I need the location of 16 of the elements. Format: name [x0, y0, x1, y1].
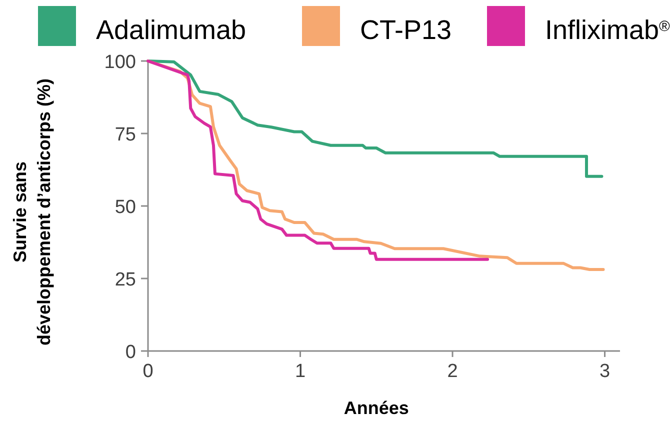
y-tick-label: 50: [114, 197, 136, 218]
x-tick-label: 0: [142, 361, 154, 382]
line-series: [146, 60, 490, 261]
legend-label: Infliximab$^{®}$: [545, 15, 670, 45]
y-tick-label: 75: [114, 124, 136, 146]
x-tick-label: 3: [599, 361, 610, 382]
y-axis-title: Survie sans développement d’anticorps (%): [10, 78, 54, 346]
y-tick-label: 25: [114, 270, 136, 290]
x-tick-label: 2: [447, 361, 458, 382]
y-tick-label: 100: [104, 52, 136, 73]
x-axis-title: Années: [344, 398, 409, 418]
legend-label: CT-P13: [360, 15, 452, 45]
x-tick-label: 1: [294, 361, 306, 382]
y-tick-label: 0: [125, 342, 136, 363]
line-series: [146, 60, 604, 178]
legend-label: Adalimumab: [96, 15, 246, 45]
